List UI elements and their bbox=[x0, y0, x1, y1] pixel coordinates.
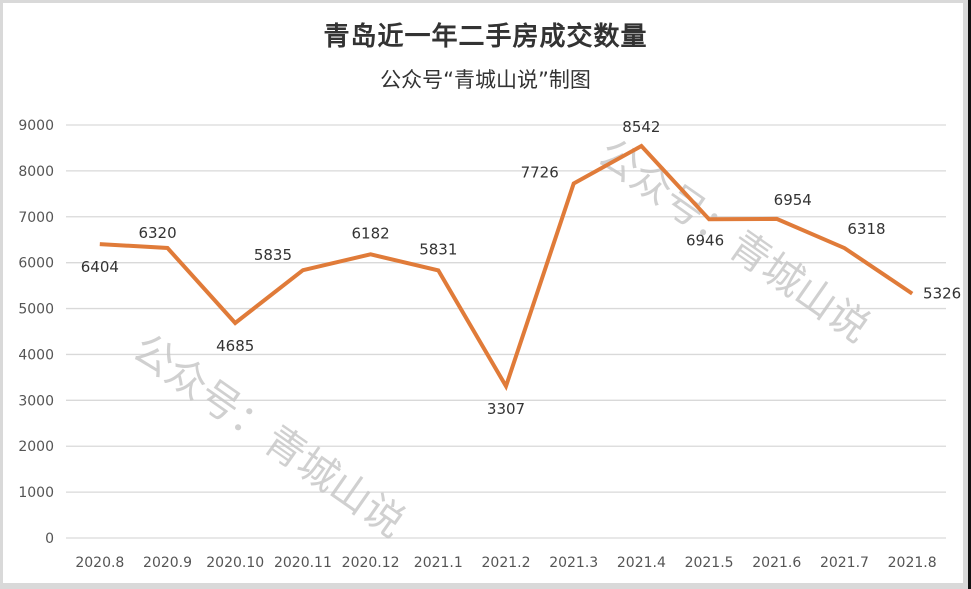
chart-title: 青岛近一年二手房成交数量 bbox=[323, 22, 648, 52]
watermark-text: 公众号：青城山说 bbox=[124, 326, 413, 547]
x-tick-label: 2021.8 bbox=[888, 555, 937, 571]
data-label: 6954 bbox=[774, 191, 812, 209]
y-tick-label: 8000 bbox=[18, 164, 54, 180]
y-tick-label: 3000 bbox=[18, 393, 54, 409]
y-tick-label: 7000 bbox=[18, 210, 54, 226]
y-tick-label: 4000 bbox=[18, 347, 54, 363]
chart-frame bbox=[3, 3, 963, 583]
data-label: 6182 bbox=[352, 224, 390, 242]
x-tick-label: 2021.2 bbox=[482, 555, 531, 571]
x-axis-ticks: 2020.8 2020.9 2020.10 2020.11 2020.12 2021.1 2… bbox=[75, 555, 936, 571]
x-tick-label: 2021.5 bbox=[685, 555, 734, 571]
y-tick-label: 6000 bbox=[18, 256, 54, 272]
data-label: 5326 bbox=[923, 285, 961, 303]
data-label: 6318 bbox=[847, 220, 885, 238]
x-tick-label: 2020.9 bbox=[143, 555, 192, 571]
chart-subtitle: 公众号“青城山说”制图 bbox=[380, 68, 591, 92]
x-tick-label: 2020.12 bbox=[342, 555, 400, 571]
series-line bbox=[99, 143, 914, 392]
data-label: 8542 bbox=[622, 118, 660, 136]
x-tick-label: 2020.10 bbox=[206, 555, 264, 571]
gridlines bbox=[66, 124, 946, 539]
data-label: 5831 bbox=[419, 240, 457, 258]
y-axis-ticks: 0 1000 2000 3000 4000 5000 6000 7000 8000 9000 bbox=[18, 118, 54, 547]
y-tick-label: 1000 bbox=[18, 485, 54, 501]
data-labels: 6404 6320 4685 5835 6182 5831 3307 7726 8542 6946… bbox=[81, 118, 961, 418]
x-tick-label: 2021.4 bbox=[617, 555, 666, 571]
x-tick-label: 2020.8 bbox=[75, 555, 124, 571]
data-label: 6320 bbox=[138, 224, 176, 242]
data-label: 4685 bbox=[216, 337, 254, 355]
y-tick-label: 0 bbox=[45, 531, 54, 547]
watermark-text: 公众号：青城山说 bbox=[589, 131, 878, 352]
data-label: 7726 bbox=[521, 163, 559, 181]
window-edge bbox=[968, 0, 971, 589]
data-label: 6404 bbox=[81, 258, 119, 276]
x-tick-label: 2021.6 bbox=[752, 555, 801, 571]
x-tick-label: 2020.11 bbox=[274, 555, 332, 571]
y-tick-label: 5000 bbox=[18, 302, 54, 318]
y-tick-label: 9000 bbox=[18, 118, 54, 134]
data-label: 3307 bbox=[487, 400, 525, 418]
x-tick-label: 2021.3 bbox=[549, 555, 598, 571]
data-label: 5835 bbox=[254, 246, 292, 264]
data-series bbox=[99, 143, 914, 392]
x-tick-label: 2021.7 bbox=[820, 555, 869, 571]
data-label: 6946 bbox=[686, 231, 724, 249]
y-tick-label: 2000 bbox=[18, 439, 54, 455]
x-tick-label: 2021.1 bbox=[414, 555, 463, 571]
